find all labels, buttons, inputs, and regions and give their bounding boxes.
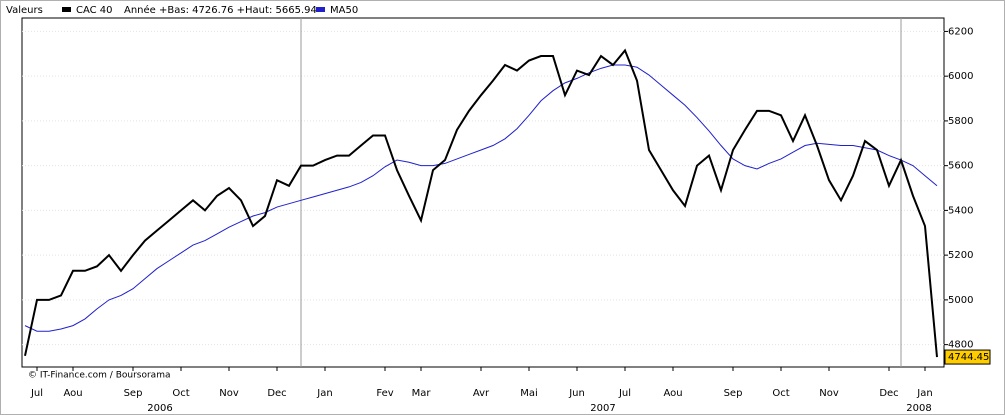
x-tick-label: Nov	[219, 388, 239, 399]
x-tick-label: Jun	[568, 388, 585, 399]
line	[24, 48, 938, 358]
x-tick-label: Oct	[772, 388, 789, 399]
legend-swatch	[316, 7, 325, 12]
x-tick-label: Fev	[376, 388, 393, 399]
legend-label: MA50	[330, 5, 358, 16]
x-tick-label: Jan	[316, 388, 332, 399]
legend-swatch	[62, 7, 71, 12]
credit: © IT-Finance.com / Boursorama	[28, 371, 170, 381]
year-label: 2008	[906, 403, 931, 414]
y-tick-label: 6200	[948, 26, 973, 37]
legend-note: Année +Bas: 4726.76 +Haut: 5665.94	[124, 4, 317, 16]
x-tick-label: Mai	[520, 388, 538, 399]
x-tick-label: Jul	[30, 388, 43, 399]
x-tick-label: Nov	[819, 388, 839, 399]
x-tick-label: Jan	[916, 388, 932, 399]
legend-label: CAC 40	[76, 5, 113, 16]
x-tick-label: Sep	[124, 388, 143, 399]
x-tick-label: Aou	[663, 388, 682, 399]
x-tick-label: Avr	[473, 388, 490, 399]
y-tick-label: 4800	[948, 340, 973, 351]
y-tick-label: 5400	[948, 205, 973, 216]
x-tick-label: Jul	[618, 388, 631, 399]
x-tick-label: Oct	[172, 388, 189, 399]
x-tick-label: Aou	[63, 388, 82, 399]
y-tick-label: 5000	[948, 295, 973, 306]
year-label: 2007	[590, 403, 615, 414]
x-tick-label: Dec	[879, 388, 898, 399]
year-label: 2006	[147, 403, 172, 414]
last-value-label: 4744.45	[948, 352, 989, 363]
y-tick-label: 5600	[948, 161, 973, 172]
y-tick-label: 6000	[948, 71, 973, 82]
y-tick-label: 5800	[948, 116, 973, 127]
legend-title: Valeurs	[6, 5, 43, 16]
y-tick-label: 5200	[948, 250, 973, 261]
last-value-box	[944, 349, 991, 365]
x-tick-label: Mar	[412, 388, 432, 399]
x-tick-label: Sep	[724, 388, 743, 399]
x-tick-label: Dec	[267, 388, 286, 399]
plot-area	[21, 17, 945, 368]
line	[24, 64, 938, 332]
